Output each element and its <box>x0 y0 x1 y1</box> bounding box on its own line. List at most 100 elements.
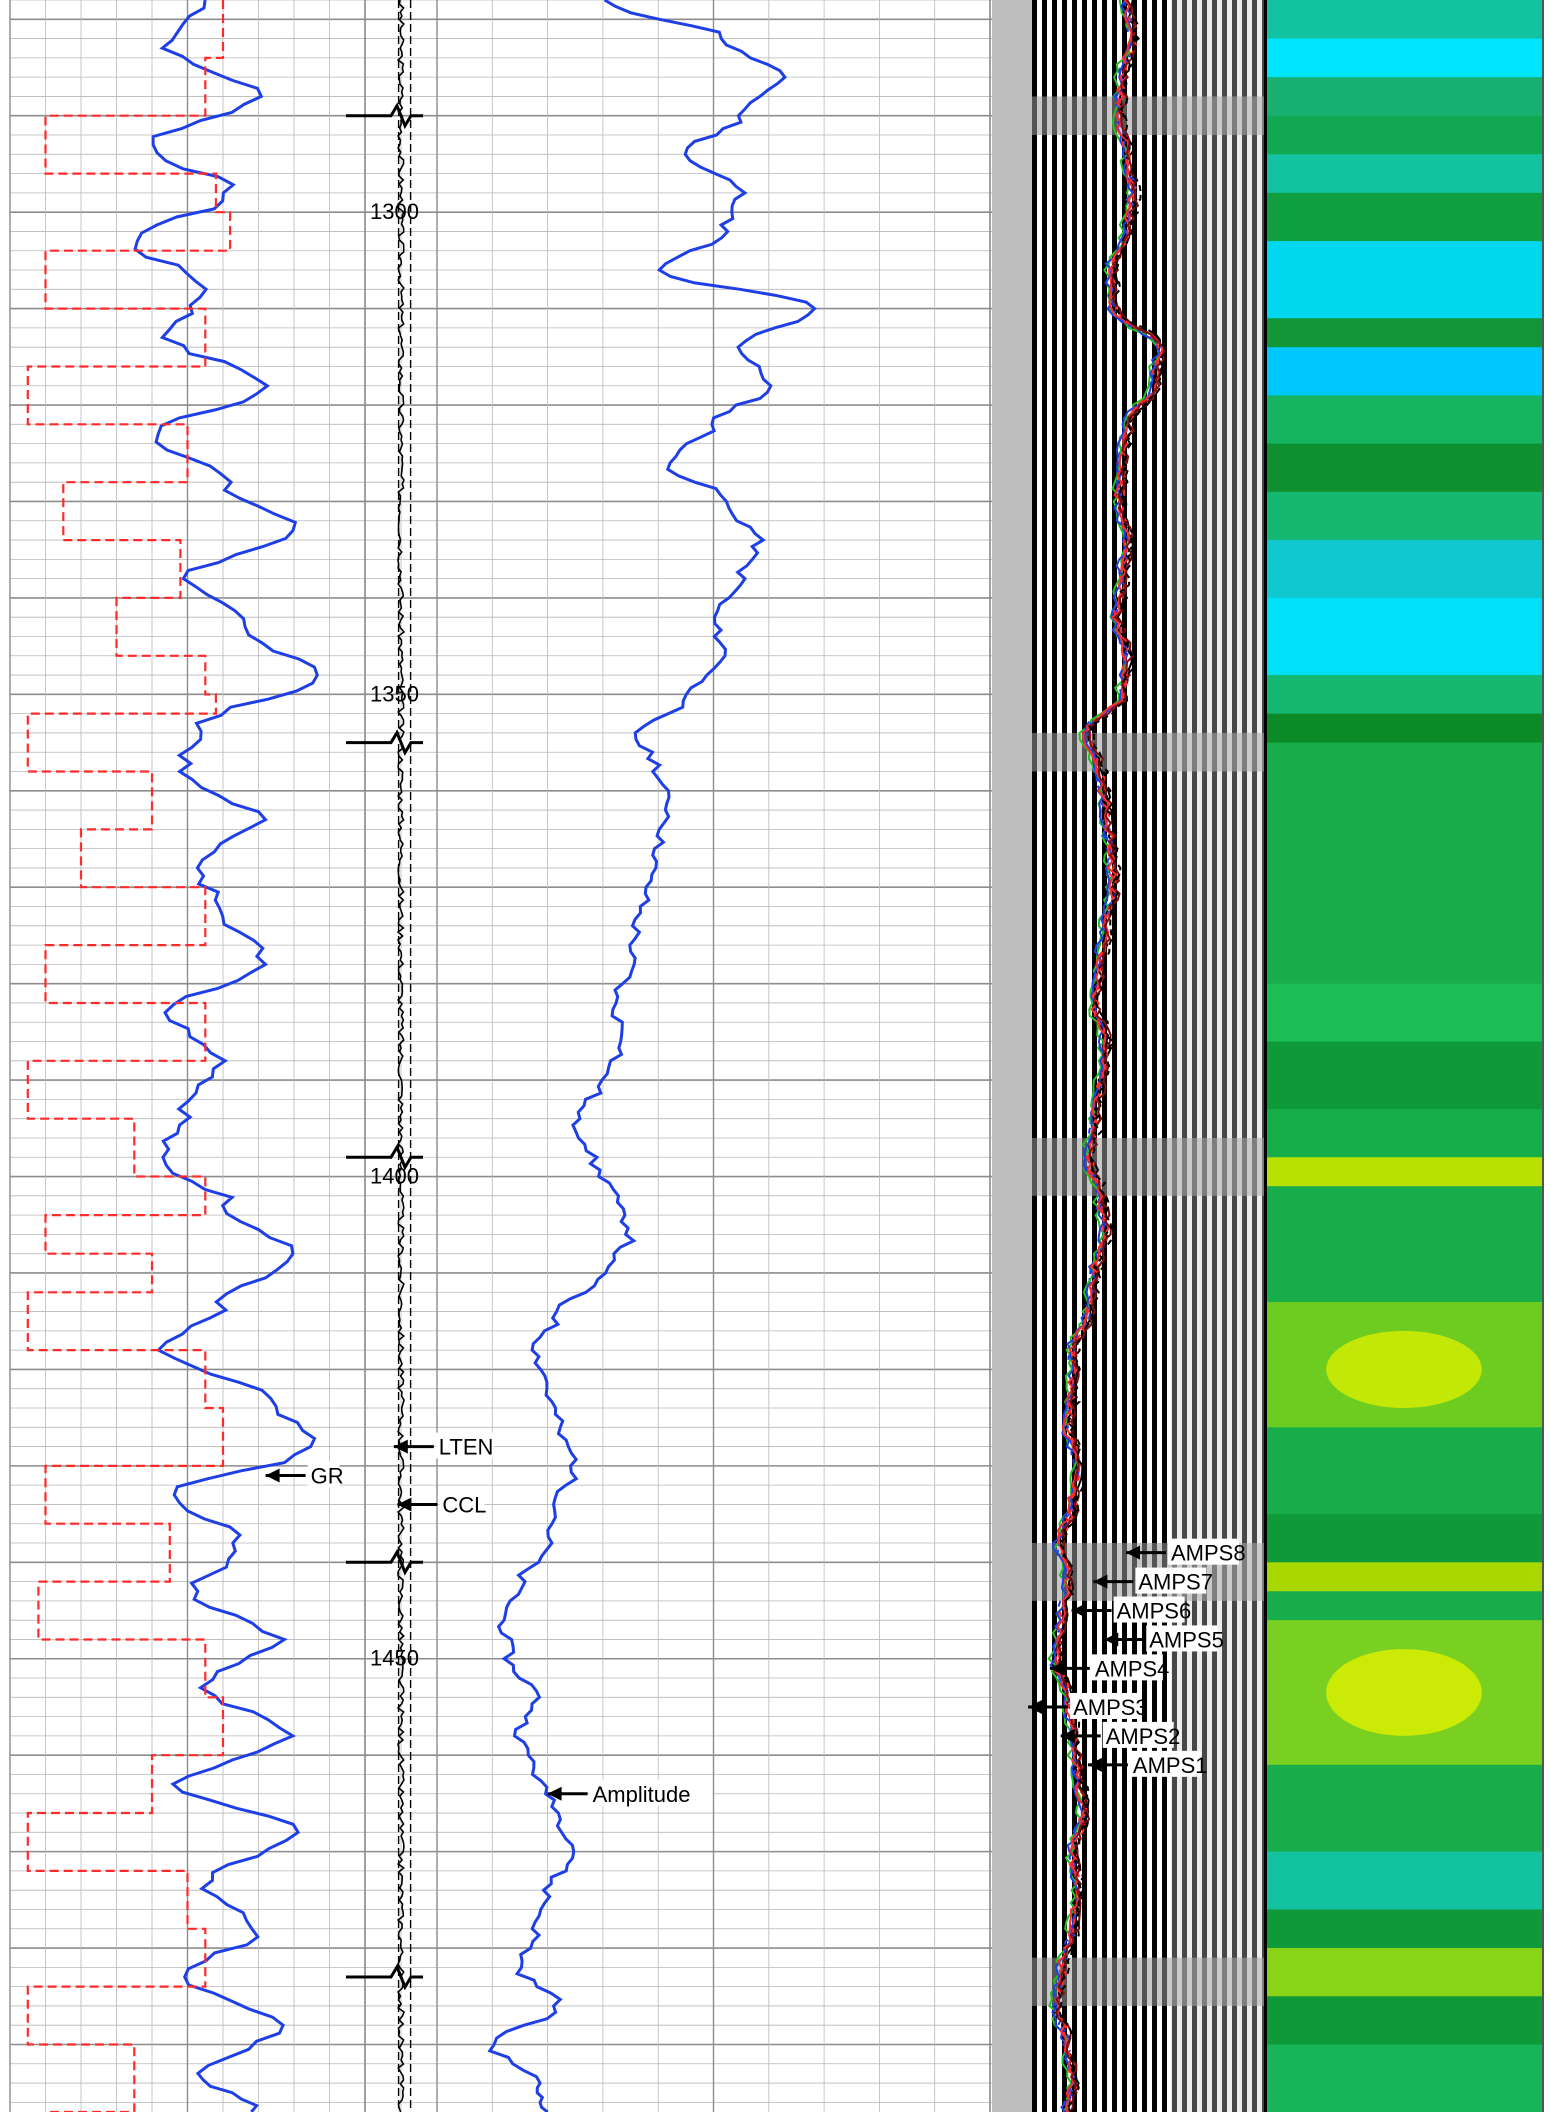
cement-map-highlight <box>1326 1649 1482 1736</box>
cement-map-band <box>1265 154 1543 194</box>
annotation-label-bg <box>1070 1692 1142 1719</box>
depth-tick-label: 1450 <box>370 1646 419 1671</box>
cement-map-band <box>1265 347 1543 397</box>
annotation-label: GR <box>311 1464 344 1489</box>
red-dashed-curve <box>26 0 232 2112</box>
annotation-arrowhead <box>397 1497 412 1512</box>
annotation-label: AMPS3 <box>1073 1695 1148 1720</box>
cement-map-band <box>1265 1157 1543 1188</box>
vdl-stripe <box>1232 0 1237 2112</box>
cement-map-band <box>1265 1514 1543 1564</box>
vdl-stripe <box>1222 0 1227 2112</box>
vdl-stripe <box>1212 0 1217 2112</box>
annotation-arrowhead <box>1104 1632 1119 1647</box>
annotation-arrowhead <box>1028 1699 1043 1714</box>
vdl-stripe <box>1262 0 1267 2112</box>
gr-curve <box>133 0 319 2112</box>
depth-tick-label: 1400 <box>370 1164 419 1189</box>
cement-map-band <box>1265 742 1543 985</box>
log-curves <box>26 0 1166 2112</box>
vdl-stripe <box>1042 0 1047 2112</box>
vdl-stripe <box>1152 0 1157 2112</box>
annotation-label-bg <box>589 1779 713 1806</box>
curve-annotations: GR LTEN CCL Amplitude AMPS8 AMPS7 AMPS6 AMPS5 AM… <box>265 1432 1246 1807</box>
vdl-stripe <box>1252 0 1257 2112</box>
annotation-label: Amplitude <box>593 1782 691 1807</box>
cement-map-band <box>1265 38 1543 79</box>
annotation-label: CCL <box>442 1492 486 1517</box>
annotation-label-bg <box>1091 1654 1163 1681</box>
cement-map-band <box>1265 2044 1543 2112</box>
cement-map-band <box>1265 1948 1543 1998</box>
vdl-stripe <box>1122 0 1127 2112</box>
vdl-stripe <box>1202 0 1207 2112</box>
depth-tick-label: 1300 <box>370 199 419 224</box>
cement-map-band <box>1265 1186 1543 1303</box>
vdl-stripe <box>1062 0 1067 2112</box>
cement-map <box>1265 0 1544 2112</box>
annotation-arrowhead <box>393 1439 408 1454</box>
vdl-stripe <box>1112 0 1117 2112</box>
cement-map-band <box>1265 395 1543 445</box>
cement-map-band <box>1265 1041 1543 1111</box>
ccl-collar-spike <box>346 1143 423 1171</box>
vdl-stripe <box>1032 0 1037 2112</box>
vdl-stripe <box>1242 0 1247 2112</box>
cement-map-band <box>1265 675 1543 715</box>
ccl-collar-spike <box>346 102 423 130</box>
amplitude-curve <box>487 0 817 2112</box>
vdl-stripe <box>1172 0 1177 2112</box>
cement-map-band <box>1265 983 1543 1043</box>
annotation-label-bg <box>1168 1538 1239 1565</box>
cement-map-band <box>1265 443 1543 493</box>
annotation-label: LTEN <box>439 1435 494 1460</box>
depth-tick-label: 1350 <box>370 681 419 706</box>
annotation-label: AMPS4 <box>1095 1656 1170 1681</box>
ccl-collar-spike <box>346 1548 423 1576</box>
annotation-label: AMPS8 <box>1171 1541 1246 1566</box>
annotation-label-bg <box>1113 1596 1185 1623</box>
annotation-arrowhead <box>265 1468 280 1483</box>
ccl-collar-spike <box>346 1963 423 1991</box>
annotation-label: AMPS7 <box>1138 1570 1213 1595</box>
cement-map-band <box>1265 1427 1543 1516</box>
annotation-arrowhead <box>1093 1574 1108 1589</box>
vdl-stripe <box>1162 0 1167 2112</box>
annotation-label-bg <box>435 1432 494 1459</box>
cement-map-band <box>1265 192 1543 243</box>
vdl-gap <box>992 0 1032 2112</box>
cement-map-band <box>1265 1562 1543 1593</box>
cement-map-band <box>1265 1996 1543 2046</box>
annotation-label-bg <box>1129 1750 1201 1777</box>
cement-map-band <box>1265 1909 1543 1950</box>
vdl-noise-band <box>1032 732 1264 772</box>
vdl-stripe <box>1142 0 1147 2112</box>
ccl-collar-spike <box>346 729 423 756</box>
cement-map-band <box>1265 241 1543 320</box>
annotation-label-bg <box>1135 1567 1207 1594</box>
cement-map-band <box>1265 597 1543 677</box>
annotation-label: AMPS1 <box>1133 1753 1208 1778</box>
depth-ticks: 1300 1350 1400 1450 <box>370 199 419 1671</box>
vdl-noise-band <box>1032 96 1264 136</box>
annotation-arrowhead <box>1049 1661 1064 1676</box>
annotation-arrowhead <box>1060 1728 1075 1743</box>
cement-map-band <box>1265 1851 1543 1911</box>
cement-map-band <box>1265 1109 1543 1159</box>
cement-map-band <box>1265 540 1543 599</box>
annotation-arrowhead <box>1126 1545 1140 1560</box>
ccl-curve <box>396 0 406 2112</box>
cement-map-highlight <box>1326 1330 1482 1408</box>
annotation-arrowhead <box>1087 1757 1102 1772</box>
vdl-stripe <box>1082 0 1087 2112</box>
vdl-stripe <box>1072 0 1077 2112</box>
annotation-label: AMPS6 <box>1117 1599 1192 1624</box>
cement-map-band <box>1265 0 1543 40</box>
annotation-arrowhead <box>1071 1603 1086 1618</box>
annotation-label-bg <box>1146 1625 1218 1652</box>
cement-map-band <box>1265 115 1543 156</box>
vdl-noise-band <box>1032 1137 1264 1196</box>
cement-map-band <box>1265 1764 1543 1853</box>
vdl-fade <box>1171 0 1264 2112</box>
cement-map-band <box>1265 491 1543 542</box>
